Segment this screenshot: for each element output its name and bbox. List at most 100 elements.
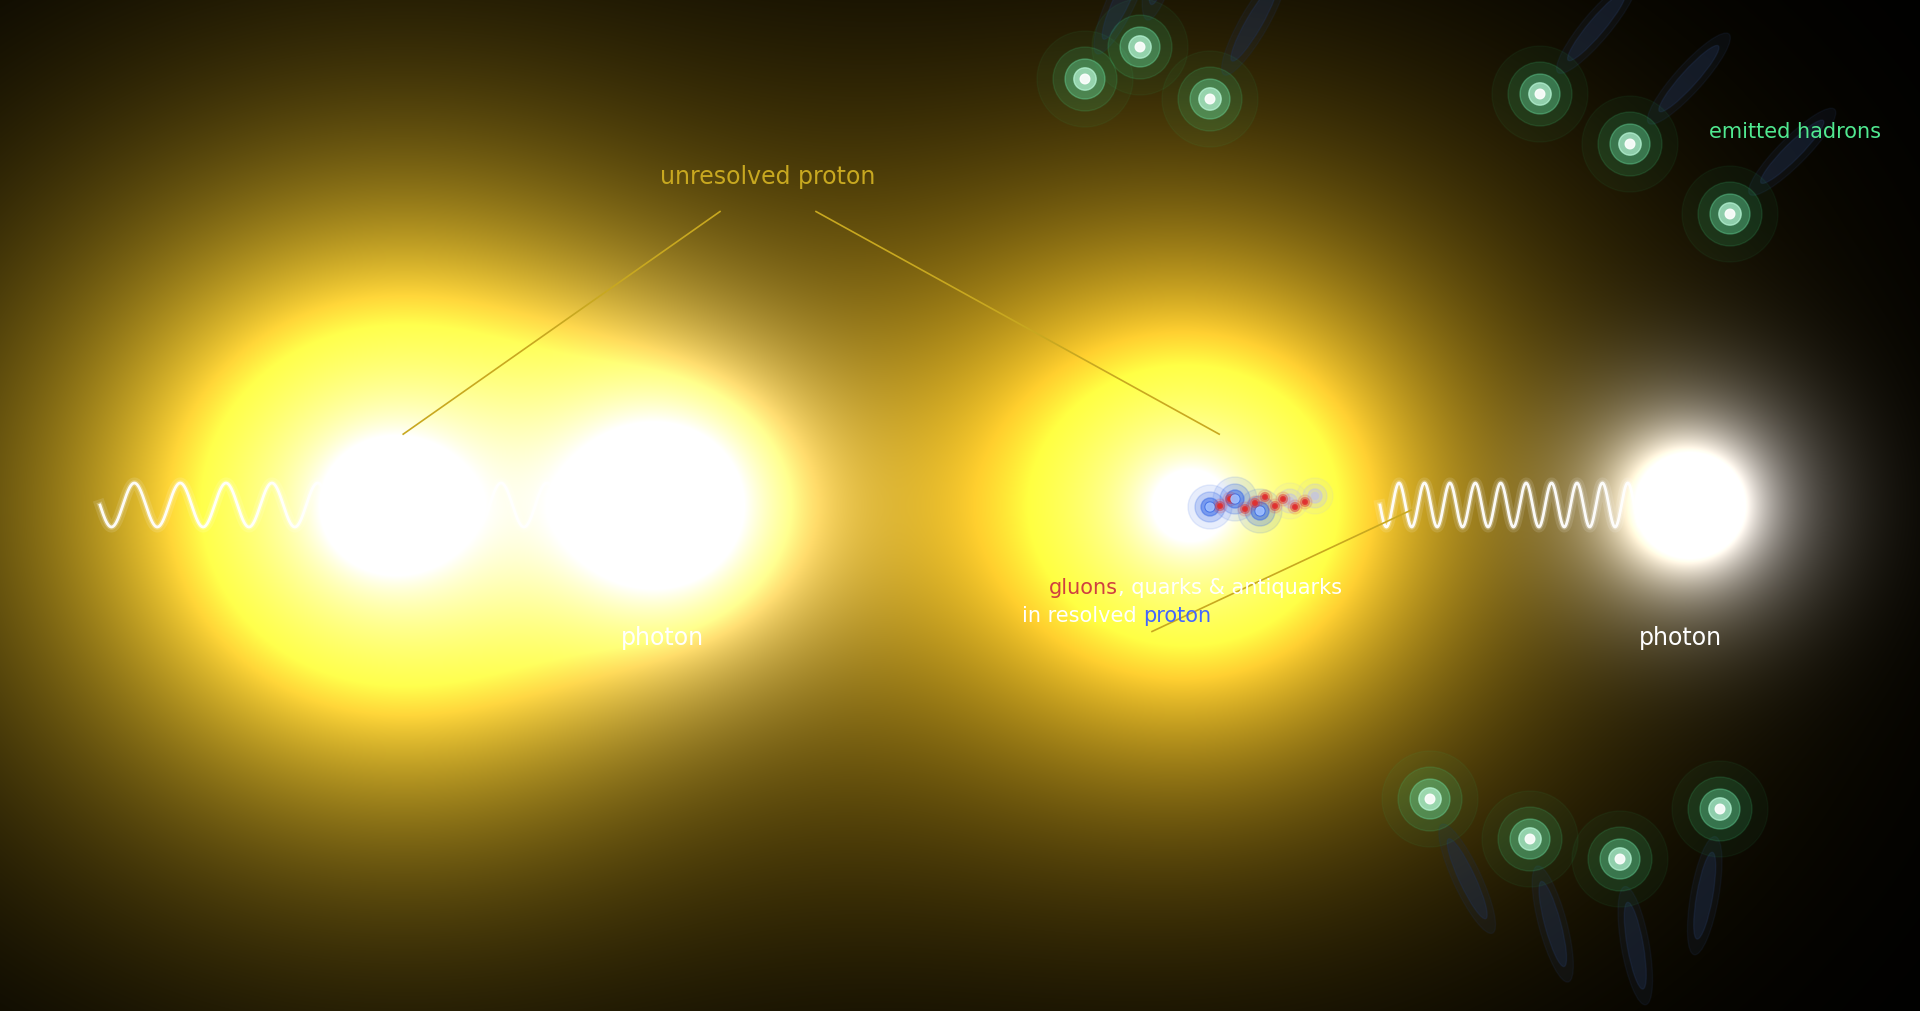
Circle shape (1263, 496, 1265, 498)
Circle shape (1302, 500, 1308, 506)
Circle shape (1699, 790, 1740, 829)
Circle shape (1227, 497, 1233, 502)
Circle shape (1311, 493, 1319, 500)
Circle shape (1261, 493, 1269, 502)
Circle shape (1135, 43, 1144, 53)
Circle shape (1290, 503, 1300, 512)
Circle shape (1215, 502, 1225, 511)
Circle shape (1092, 0, 1188, 96)
Ellipse shape (1557, 0, 1636, 75)
Ellipse shape (1438, 824, 1496, 933)
Circle shape (1238, 502, 1252, 517)
Ellipse shape (1619, 887, 1653, 1005)
Circle shape (1258, 490, 1271, 504)
Ellipse shape (1567, 0, 1626, 62)
Circle shape (1194, 492, 1225, 523)
Circle shape (1190, 80, 1231, 120)
Circle shape (1277, 492, 1290, 507)
Circle shape (1162, 52, 1258, 148)
Circle shape (1288, 500, 1302, 515)
Ellipse shape (1659, 47, 1718, 112)
Circle shape (1188, 485, 1233, 530)
Circle shape (1308, 489, 1323, 503)
Circle shape (1300, 498, 1309, 507)
Circle shape (1298, 495, 1311, 510)
Circle shape (1233, 497, 1238, 502)
Circle shape (1206, 503, 1213, 512)
Circle shape (1672, 761, 1768, 857)
Text: in resolved: in resolved (1021, 606, 1142, 626)
Circle shape (1037, 32, 1133, 127)
Ellipse shape (1647, 34, 1730, 125)
Circle shape (1238, 489, 1283, 534)
Circle shape (1697, 183, 1763, 247)
Circle shape (1271, 502, 1279, 511)
Circle shape (1419, 788, 1442, 811)
Circle shape (1382, 751, 1478, 847)
Circle shape (1240, 506, 1250, 514)
Circle shape (1425, 795, 1434, 804)
Circle shape (1244, 509, 1246, 511)
Circle shape (1244, 496, 1275, 527)
Circle shape (1524, 834, 1534, 844)
Circle shape (1582, 97, 1678, 193)
Circle shape (1409, 779, 1450, 819)
Circle shape (1624, 141, 1634, 150)
Ellipse shape (1693, 852, 1716, 939)
Circle shape (1507, 63, 1572, 126)
Circle shape (1313, 495, 1317, 498)
Circle shape (1482, 792, 1578, 887)
Circle shape (1206, 95, 1215, 105)
Circle shape (1597, 113, 1663, 177)
Circle shape (1521, 75, 1559, 115)
Ellipse shape (1231, 0, 1277, 62)
Circle shape (1528, 84, 1551, 106)
Circle shape (1273, 504, 1277, 509)
Circle shape (1715, 805, 1724, 814)
Circle shape (1709, 798, 1732, 820)
Circle shape (1254, 502, 1256, 504)
Circle shape (1267, 499, 1283, 514)
Circle shape (1599, 839, 1640, 880)
Circle shape (1248, 496, 1261, 511)
Circle shape (1298, 478, 1332, 515)
Circle shape (1252, 501, 1258, 506)
Circle shape (1283, 494, 1298, 509)
Circle shape (1242, 507, 1248, 512)
Circle shape (1281, 497, 1286, 502)
Text: gluons: gluons (1048, 577, 1117, 598)
Circle shape (1271, 483, 1308, 520)
Circle shape (1519, 828, 1542, 850)
Circle shape (1108, 16, 1171, 80)
Ellipse shape (1148, 0, 1177, 5)
Circle shape (1611, 125, 1649, 165)
Circle shape (1258, 509, 1263, 514)
Circle shape (1688, 777, 1751, 841)
Circle shape (1213, 499, 1227, 514)
Circle shape (1225, 495, 1235, 504)
Circle shape (1682, 167, 1778, 263)
Circle shape (1227, 490, 1244, 509)
Circle shape (1588, 827, 1651, 891)
Circle shape (1286, 498, 1294, 506)
Circle shape (1711, 195, 1749, 235)
Circle shape (1223, 492, 1236, 507)
Circle shape (1213, 477, 1258, 522)
Circle shape (1718, 203, 1741, 226)
Ellipse shape (1142, 0, 1183, 21)
Text: photon: photon (620, 625, 705, 649)
Circle shape (1263, 495, 1267, 500)
Circle shape (1179, 68, 1242, 131)
Ellipse shape (1102, 0, 1142, 40)
Circle shape (1288, 500, 1292, 503)
Text: emitted hadrons: emitted hadrons (1709, 121, 1882, 142)
Circle shape (1252, 502, 1269, 521)
Text: proton: proton (1142, 606, 1212, 626)
Text: , quarks & antiquarks: , quarks & antiquarks (1117, 577, 1342, 598)
Circle shape (1283, 498, 1284, 500)
Circle shape (1619, 133, 1642, 156)
Ellipse shape (1688, 837, 1722, 954)
Circle shape (1292, 506, 1298, 510)
Circle shape (1294, 507, 1296, 509)
Circle shape (1492, 47, 1588, 143)
